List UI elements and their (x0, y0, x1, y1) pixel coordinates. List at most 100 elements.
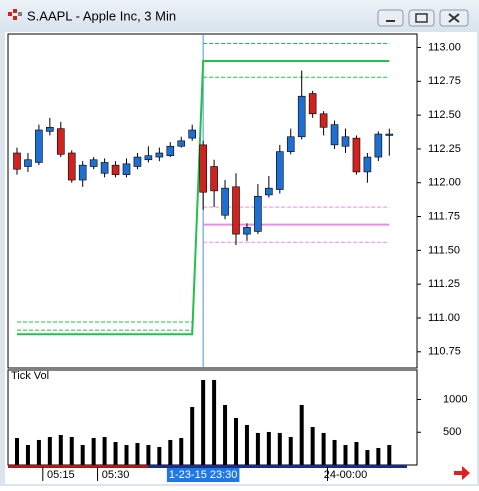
volume-bar (69, 437, 74, 465)
volume-bar (299, 404, 304, 465)
volume-bar (168, 439, 173, 465)
price-panel (7, 33, 418, 369)
candle-body (46, 127, 54, 132)
x-tick-label: 24-00:00 (324, 469, 367, 481)
volume-bar (365, 449, 370, 465)
session-strip (148, 465, 407, 468)
candle-body (177, 140, 186, 147)
candle-body (265, 187, 273, 196)
volume-bar (47, 437, 52, 465)
candle-body (254, 195, 262, 232)
y-tick-label: 111.75 (428, 210, 460, 222)
y-tick-label: 112.50 (428, 109, 461, 121)
window-title: S.AAPL - Apple Inc, 3 Min (27, 8, 176, 23)
y-tick-label: 113.00 (428, 41, 461, 53)
candle-body (232, 186, 240, 235)
volume-bar (102, 437, 107, 465)
close-button[interactable] (439, 9, 469, 27)
volume-bar (343, 445, 348, 465)
candle-body (275, 151, 284, 190)
volume-bar (179, 438, 184, 465)
volume-bar (212, 379, 217, 465)
candle-body (286, 136, 295, 152)
candle-body (385, 133, 394, 136)
volume-bar (310, 427, 315, 465)
candle-body (188, 129, 196, 139)
volume-bar (244, 424, 249, 465)
candle-body (56, 128, 65, 155)
x-tick: 24-00:00 (324, 467, 367, 481)
volume-bar (332, 439, 337, 465)
app-icon (8, 9, 22, 20)
cursor-label-bg (166, 468, 240, 482)
candle-body (210, 166, 218, 192)
candle-body (330, 124, 339, 146)
candle-body (319, 113, 328, 128)
y-tick-label: 111.50 (428, 244, 460, 256)
candle-body (111, 164, 120, 175)
volume-bar (277, 432, 282, 465)
candle-body (89, 159, 98, 167)
scroll-arrow[interactable] (454, 466, 470, 480)
volume-bar (288, 437, 293, 465)
candle-body (100, 162, 109, 174)
candle-body (144, 155, 153, 161)
volume-bar (113, 442, 118, 465)
candle-body (297, 95, 306, 138)
volume-bar (15, 438, 19, 465)
session-strip (8, 465, 148, 468)
candle-body (199, 144, 207, 193)
volume-bar (124, 445, 129, 465)
y-tick-label: 112.00 (428, 177, 461, 189)
candle-body (67, 152, 76, 181)
volume-bar (255, 432, 260, 465)
volume-bar (266, 431, 271, 465)
volume-bar (387, 445, 392, 465)
candle-body (155, 152, 164, 158)
volume-bar (234, 417, 238, 465)
x-tick-label: 1-23-15 23:30 (169, 469, 238, 481)
y-tick-label: 112.75 (428, 75, 461, 87)
candle-body (35, 129, 43, 163)
volume-bar (201, 379, 206, 465)
candle-body (221, 187, 229, 216)
volume-bar (36, 439, 41, 465)
y-tick-label: 110.75 (428, 346, 461, 358)
x-tick-label: 05:15 (47, 469, 75, 481)
y-tick-label: 112.25 (428, 143, 461, 155)
candle-body (78, 164, 87, 181)
x-tick-label: 05:30 (102, 469, 130, 481)
volume-title: Tick Vol (11, 370, 49, 382)
volume-bar (223, 404, 228, 465)
overlay-line (17, 60, 390, 336)
candle-body (243, 227, 251, 235)
y-tick-label: 111.25 (428, 278, 460, 290)
y-tick-label: 500 (443, 426, 461, 438)
candle-body (24, 159, 32, 167)
maximize-button[interactable] (408, 9, 435, 27)
candle-body (122, 163, 131, 175)
x-tick: 05:15 (42, 467, 75, 481)
candle-body (166, 145, 175, 157)
candle-body (13, 152, 21, 170)
y-tick-label: 111.00 (428, 312, 460, 324)
y-tick-label: 1000 (443, 393, 467, 405)
x-tick: 05:30 (97, 467, 130, 481)
minimize-button[interactable] (377, 9, 404, 27)
volume-bar (146, 445, 151, 465)
candle-body (374, 133, 383, 158)
volume-bar (354, 442, 359, 465)
volume-bar (321, 432, 326, 465)
volume-bar (80, 445, 85, 465)
volume-bar (25, 445, 30, 465)
candle-body (363, 156, 372, 173)
volume-bar (91, 438, 96, 465)
candle-body (308, 93, 317, 115)
candle-body (352, 137, 361, 173)
candle-body (133, 156, 142, 167)
volume-bar (190, 407, 195, 465)
volume-bar (135, 442, 140, 465)
volume-bar (58, 434, 63, 465)
volume-bar (157, 446, 162, 465)
